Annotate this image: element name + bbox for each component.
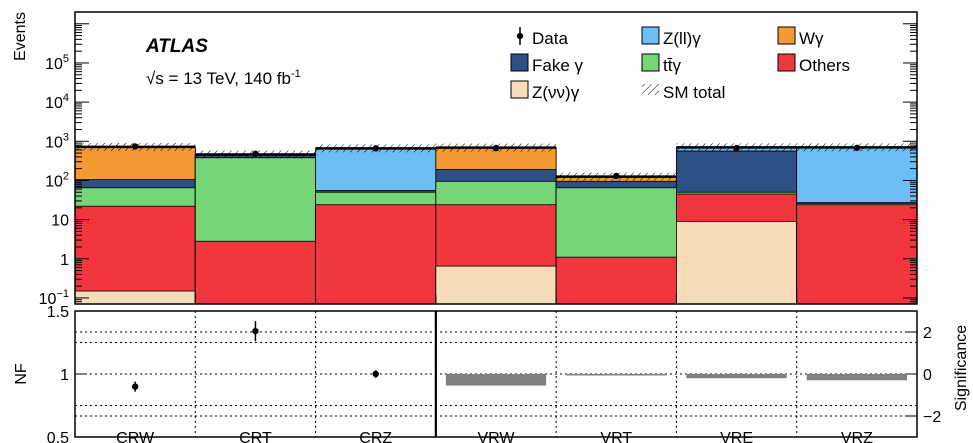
legend-swatch <box>510 53 529 72</box>
category-label-CRT: CRT <box>239 430 272 443</box>
nf-point-CRW <box>131 383 139 390</box>
legend-label: tt̄γ <box>663 56 681 75</box>
y-tick-label: 104 <box>45 92 69 112</box>
legend-entry-3: Fake γ <box>510 53 584 75</box>
legend-entry-7: SM total <box>642 83 725 102</box>
nf-tick-label: 1 <box>60 367 69 384</box>
nf-tick-label: 1.5 <box>47 304 69 321</box>
top-frame-border <box>74 11 918 305</box>
bar-VRE-Z(νν)γ <box>676 220 798 305</box>
y-tick-label: 10 <box>51 213 69 230</box>
category-label-VRW: VRW <box>477 430 515 443</box>
data-point-CRZ <box>372 145 379 152</box>
legend-label: Fake γ <box>532 56 584 75</box>
significance-bar-VRZ <box>806 374 907 381</box>
energy-lumi-label: √s = 13 TeV, 140 fb-1 <box>146 68 301 88</box>
bar-VRT-Others <box>555 256 677 305</box>
legend-swatch <box>641 53 660 72</box>
data-point-VRW <box>492 144 500 152</box>
significance-bar-VRT <box>566 374 667 376</box>
y-axis-label: Events <box>12 12 29 61</box>
y-tick-label: 102 <box>45 170 69 190</box>
significance-tick-label: 2 <box>923 325 932 342</box>
legend-hatch-swatch <box>642 84 659 95</box>
bar-VRZ-Others <box>796 204 918 305</box>
category-label-CRW: CRW <box>116 430 155 443</box>
legend-marker-dot <box>516 32 524 40</box>
data-point-CRW <box>131 143 139 150</box>
significance-tick-label: 0 <box>923 367 932 384</box>
legend-label: Z(νν)γ <box>532 83 580 102</box>
legend-entry-1: Z(ll)γ <box>641 26 701 48</box>
legend-entry-0: Data <box>516 27 568 48</box>
top-panel-frame: 10−1 1 10 102 103 104 105 Events <box>12 11 918 308</box>
legend-entry-5: Others <box>777 53 850 75</box>
data-point-CRT <box>252 150 259 157</box>
bar-CRW-Others <box>74 205 196 305</box>
legend-entry-4: tt̄γ <box>641 53 681 75</box>
data-point-VRE <box>733 144 740 152</box>
significance-bar-VRW <box>445 374 547 386</box>
nf-axis-label: NF <box>13 363 30 385</box>
legend-entry-2: Wγ <box>777 26 824 48</box>
y-tick-label: 103 <box>45 131 69 151</box>
significance-axis-label: Significance <box>953 325 970 411</box>
legend-entry-6: Z(νν)γ <box>510 80 580 102</box>
data-point-VRZ <box>853 144 861 152</box>
legend-label: Wγ <box>799 29 824 48</box>
y-tick-label: 10−1 <box>39 288 69 308</box>
legend-swatch <box>510 80 529 99</box>
legend-label: Z(ll)γ <box>663 29 701 48</box>
significance-bar-VRE <box>686 374 787 379</box>
data-point-VRT <box>613 172 620 180</box>
ratio-panel: 0.5 1 1.5 2 0 −2 NF Significance CRW CRT CRZ VRW VRT… <box>13 304 970 443</box>
bar-CRZ-Others <box>315 204 437 305</box>
category-label-VRZ: VRZ <box>841 430 873 443</box>
category-label-VRE: VRE <box>720 430 753 443</box>
legend-swatch <box>641 26 660 45</box>
nf-point-CRT <box>252 327 259 335</box>
category-label-CRZ: CRZ <box>359 430 392 443</box>
y-tick-label: 105 <box>45 53 69 73</box>
legend-label: Data <box>532 29 568 48</box>
bar-CRT-Others <box>194 240 316 305</box>
legend-swatch <box>777 26 796 45</box>
legend: Data Z(ll)γ Wγ Fake γ tt̄γ Others Z(νν)γ SM tot… <box>510 26 850 102</box>
annotations: ATLAS √s = 13 TeV, 140 fb-1 <box>145 36 301 88</box>
bar-VRW-Z(νν)γ <box>435 265 557 305</box>
bar-CRW-Z(νν)γ <box>74 290 196 305</box>
category-label-VRT: VRT <box>600 430 632 443</box>
legend-label: SM total <box>663 83 725 102</box>
y-tick-label: 1 <box>60 252 69 269</box>
legend-label: Others <box>799 56 850 75</box>
legend-swatch <box>777 53 796 72</box>
stacked-histogram <box>74 142 918 305</box>
significance-tick-label: −2 <box>923 409 941 426</box>
nf-tick-label: 0.5 <box>47 430 69 443</box>
atlas-label: ATLAS <box>145 36 208 57</box>
nf-point-CRZ <box>372 370 379 378</box>
